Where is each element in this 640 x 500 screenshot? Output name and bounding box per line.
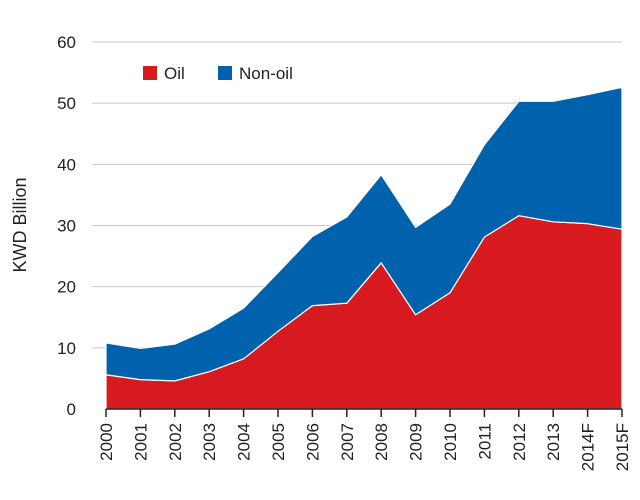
legend-swatch-non-oil xyxy=(218,66,232,80)
x-tick-label: 2007 xyxy=(338,423,357,461)
legend: Oil Non-oil xyxy=(143,64,293,83)
x-tick-label: 2000 xyxy=(97,423,116,461)
y-tick-label: 0 xyxy=(67,400,76,419)
y-tick-label: 60 xyxy=(57,33,76,52)
y-tick-label: 30 xyxy=(57,217,76,236)
y-axis: 0 10 20 30 40 50 60 xyxy=(57,33,76,419)
x-tick-label: 2002 xyxy=(166,423,185,461)
y-tick-label: 20 xyxy=(57,278,76,297)
y-tick-label: 50 xyxy=(57,94,76,113)
legend-swatch-oil xyxy=(143,66,157,80)
x-tick-label: 2011 xyxy=(475,423,494,460)
x-tick-label: 2008 xyxy=(372,423,391,461)
x-tick-label: 2015F xyxy=(613,423,632,471)
x-tick-labels: 2000 2001 2002 2003 2004 2005 2006 2007 2008 2009… xyxy=(97,423,632,471)
x-tick-label: 2009 xyxy=(407,423,426,461)
y-axis-title: KWD Billion xyxy=(10,177,30,272)
area-non-oil xyxy=(105,86,623,382)
x-tick-label: 2014F xyxy=(579,423,598,471)
x-tick-label: 2013 xyxy=(544,423,563,461)
x-tick-label: 2012 xyxy=(510,423,529,461)
x-tick-label: 2003 xyxy=(200,423,219,461)
x-tick-label: 2001 xyxy=(131,423,150,461)
x-tick-label: 2004 xyxy=(235,423,254,461)
x-tick-label: 2006 xyxy=(303,423,322,461)
area-series xyxy=(105,86,623,410)
x-tick-label: 2010 xyxy=(441,423,460,461)
y-tick-label: 10 xyxy=(57,339,76,358)
legend-label-non-oil: Non-oil xyxy=(239,64,293,83)
x-axis xyxy=(105,408,623,417)
y-tick-label: 40 xyxy=(57,155,76,174)
legend-label-oil: Oil xyxy=(164,64,185,83)
x-tick-label: 2005 xyxy=(269,423,288,461)
